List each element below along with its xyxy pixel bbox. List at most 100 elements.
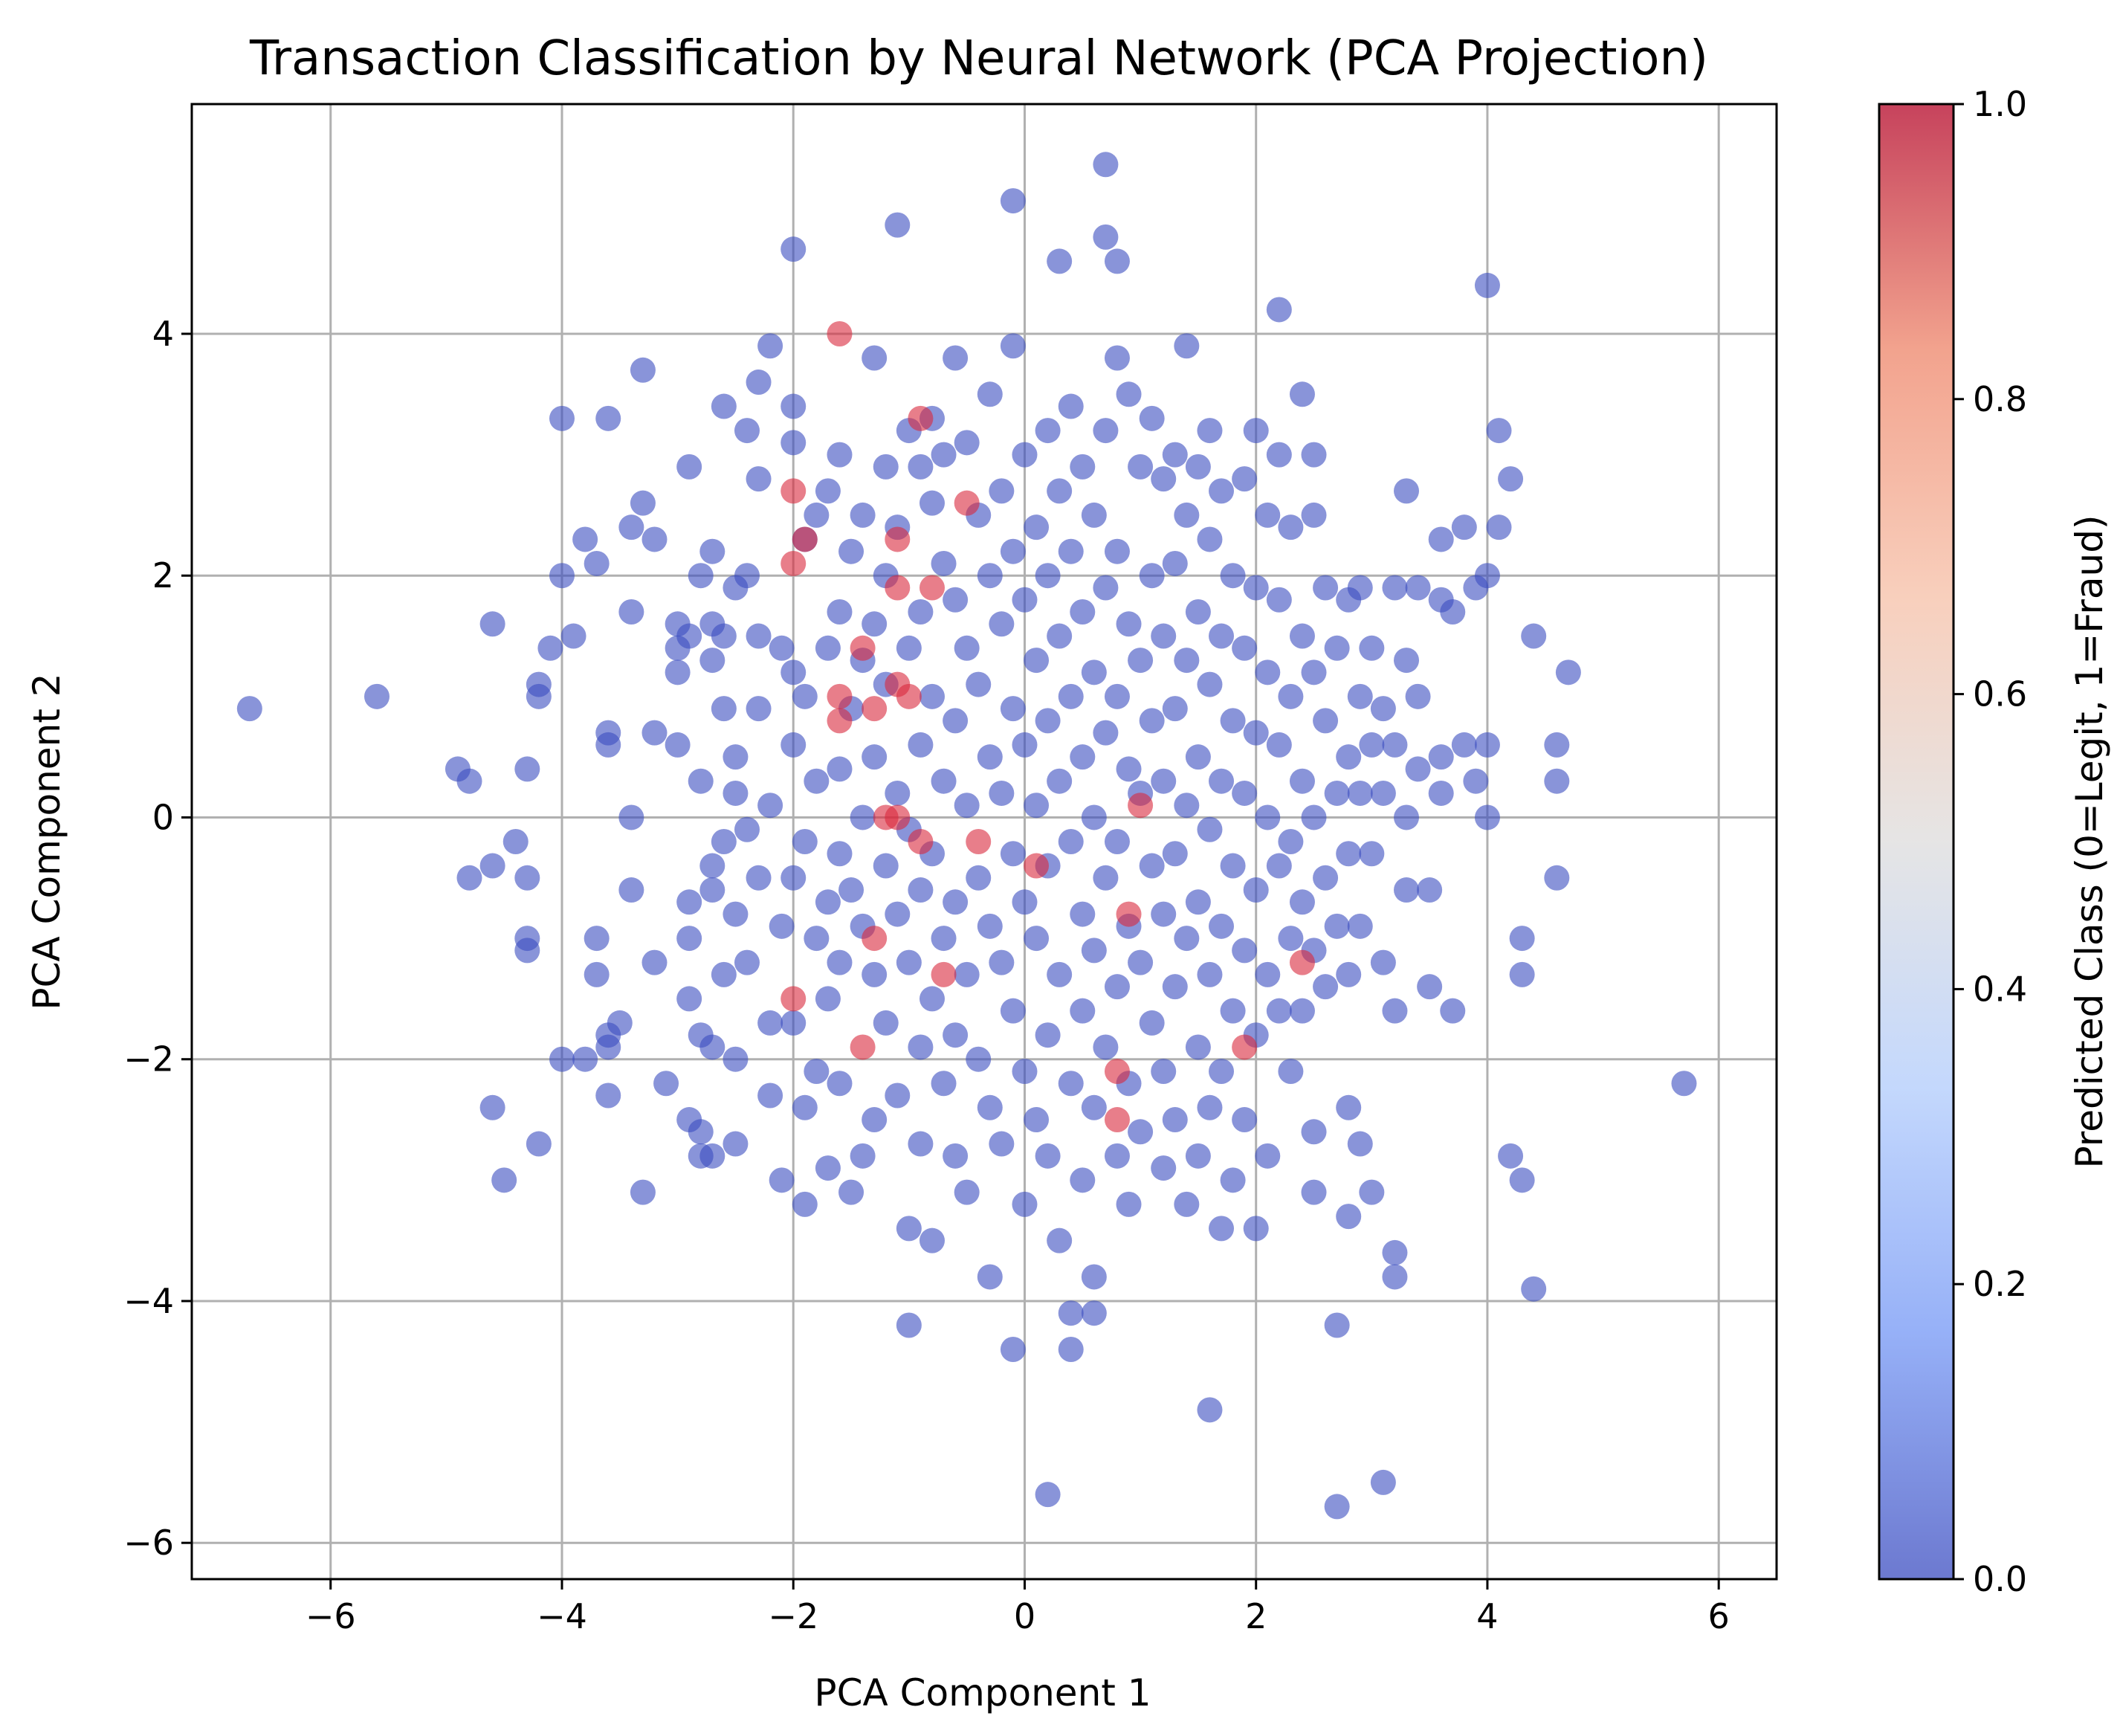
legit-point <box>1000 538 1026 564</box>
legit-point <box>792 829 818 854</box>
legit-point <box>746 696 772 722</box>
legit-point <box>1255 502 1281 528</box>
legit-point <box>1220 563 1246 589</box>
colorbar-tick-label: 0.2 <box>1973 1264 2027 1304</box>
legit-point <box>1243 1216 1269 1242</box>
legit-point <box>1394 648 1420 674</box>
legit-point <box>792 1191 818 1217</box>
legit-point <box>781 430 807 456</box>
legit-point <box>908 599 934 625</box>
legit-point <box>526 1131 552 1157</box>
legit-point <box>1289 381 1315 407</box>
legit-point <box>456 865 482 891</box>
legit-point <box>850 804 876 830</box>
legit-point <box>1289 623 1315 649</box>
legit-point <box>966 671 992 697</box>
legit-point <box>1000 188 1026 214</box>
legit-point <box>1474 272 1500 298</box>
legit-point <box>1324 780 1350 806</box>
legit-point <box>1301 442 1327 468</box>
legit-point <box>862 744 888 770</box>
legit-point <box>1012 1058 1038 1084</box>
legit-point <box>1463 768 1489 794</box>
legit-point <box>757 333 783 359</box>
legit-point <box>1313 708 1339 734</box>
legit-point <box>1197 526 1223 552</box>
legit-point <box>1266 442 1292 468</box>
legit-point <box>665 659 691 685</box>
legit-point <box>572 526 598 552</box>
colorbar-gradient <box>1878 103 1955 1581</box>
legit-point <box>688 563 714 589</box>
legit-point <box>862 345 888 371</box>
legit-point <box>838 1179 865 1205</box>
legit-point <box>595 732 621 758</box>
legit-point <box>1035 708 1061 734</box>
legit-point <box>1324 1494 1350 1520</box>
legit-point <box>1151 623 1177 649</box>
x-tick-label: 6 <box>1708 1596 1730 1636</box>
legit-point <box>1012 587 1038 613</box>
legit-point <box>815 635 841 661</box>
legit-point <box>1266 732 1292 758</box>
legit-point <box>931 1071 957 1097</box>
legit-point <box>514 865 540 891</box>
legit-point <box>1394 877 1420 903</box>
legit-point <box>1266 297 1292 323</box>
legit-point <box>977 744 1003 770</box>
legit-point <box>1070 998 1096 1024</box>
y-tick-label: 4 <box>152 314 174 354</box>
legit-point <box>653 1071 679 1097</box>
legit-point <box>1162 1107 1188 1133</box>
fraud-point <box>966 829 992 854</box>
legit-point <box>1104 248 1130 274</box>
legit-point <box>1440 599 1466 625</box>
fraud-point <box>1289 949 1315 975</box>
legit-point <box>966 1046 992 1072</box>
legit-point <box>1197 671 1223 697</box>
legit-point <box>1058 393 1084 419</box>
legit-point <box>630 490 656 516</box>
legit-point <box>584 550 610 576</box>
legit-point <box>885 901 911 927</box>
legit-point <box>1139 563 1165 589</box>
legit-point <box>850 502 876 528</box>
legit-point <box>815 889 841 915</box>
legit-point <box>1174 1191 1200 1217</box>
legit-point <box>688 1119 714 1145</box>
legit-point <box>1544 865 1570 891</box>
legit-point <box>1151 901 1177 927</box>
legit-point <box>1151 1058 1177 1084</box>
legit-point <box>1093 418 1119 444</box>
legit-point <box>1382 1239 1408 1265</box>
legit-point <box>896 949 922 975</box>
legit-point <box>1093 720 1119 746</box>
legit-point <box>1047 961 1073 987</box>
legit-point <box>827 599 853 625</box>
legit-point <box>1255 1143 1281 1169</box>
grid-lines <box>192 104 1777 1579</box>
fraud-point <box>1116 901 1142 927</box>
legit-point <box>1232 938 1258 964</box>
legit-point <box>781 1010 807 1036</box>
legit-point <box>642 526 668 552</box>
legit-point <box>1336 1204 1362 1230</box>
legit-point <box>919 1227 945 1253</box>
legit-point <box>1243 418 1269 444</box>
legit-point <box>781 236 807 262</box>
legit-point <box>792 1094 818 1120</box>
legit-point <box>1000 696 1026 722</box>
legit-point <box>1197 816 1223 842</box>
legit-point <box>1139 405 1165 431</box>
legit-point <box>977 1094 1003 1120</box>
legit-point <box>1509 926 1535 952</box>
fraud-point <box>850 635 876 661</box>
legit-point <box>746 623 772 649</box>
legit-point <box>1000 998 1026 1024</box>
legit-point <box>1544 768 1570 794</box>
legit-point <box>885 212 911 238</box>
legit-point <box>896 1312 922 1338</box>
legit-point <box>1289 889 1315 915</box>
legit-point <box>1116 381 1142 407</box>
